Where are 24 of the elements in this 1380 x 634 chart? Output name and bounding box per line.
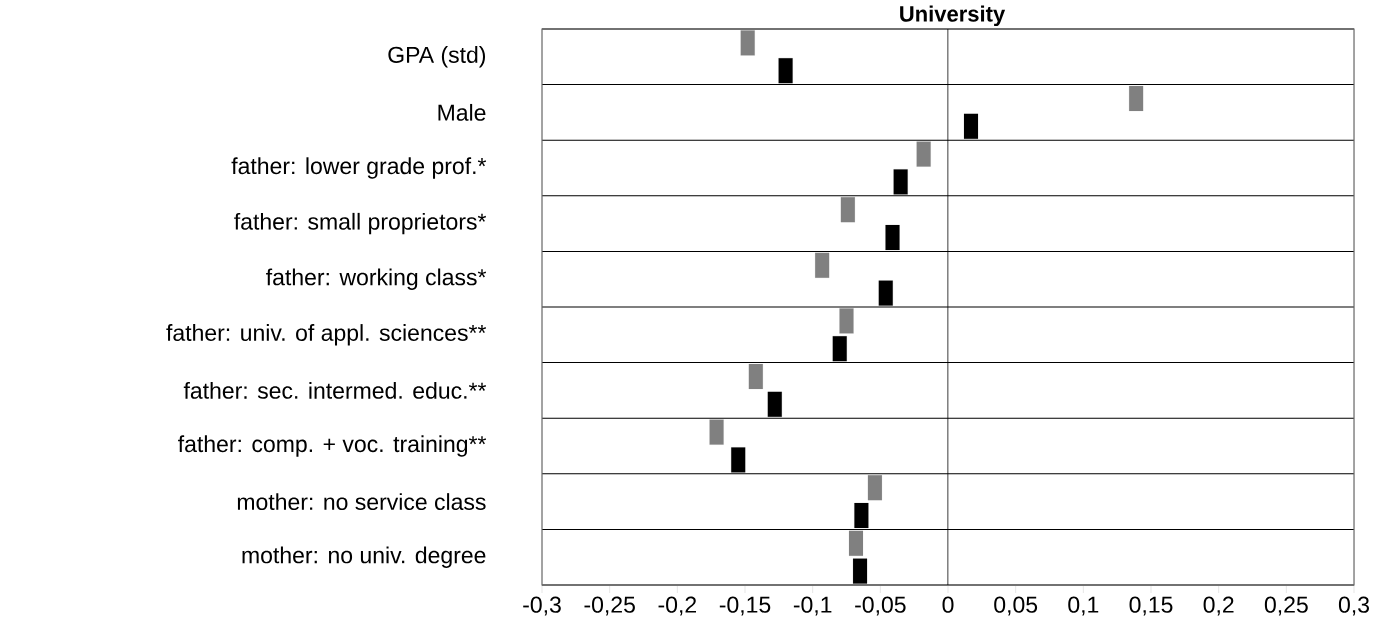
x-tick-label: 0 [942, 596, 954, 613]
x-tick-label: 0,3 [1338, 596, 1369, 616]
x-tick-label: -0,05 [855, 596, 906, 616]
y-tick-label: father: small proprietors* [234, 212, 487, 235]
x-tick-label: -0,1 [793, 596, 832, 616]
y-tick-label: father: working class* [266, 268, 487, 290]
y-tick-label: GPA (std) [388, 46, 486, 68]
x-tick-label: 0,1 [1068, 596, 1099, 616]
x-tick-label: -0,3 [523, 596, 561, 616]
y-tick-label: mother: no service class [237, 493, 486, 511]
x-tick-label: -0,2 [658, 596, 696, 616]
x-tick-label: 0,15 [1129, 596, 1173, 616]
y-tick-label: mother: no univ. degree [242, 546, 486, 568]
y-tick-label: father: comp. + voc. training** [178, 435, 487, 457]
y-tick-label: father: lower grade prof.* [231, 157, 487, 179]
x-tick-label: -0,15 [719, 596, 771, 616]
y-tick-label: father: sec. intermed. educ.** [183, 381, 487, 399]
x-tick-label: 0,2 [1203, 596, 1234, 616]
chart-title: University [900, 5, 1006, 27]
x-tick-label: -0,25 [584, 596, 635, 616]
y-tick-label: Male [438, 103, 486, 121]
y-tick-label: father: univ. of appl. sciences** [166, 324, 487, 346]
x-tick-label: 0,25 [1264, 596, 1308, 616]
x-tick-label: 0,05 [994, 596, 1038, 616]
